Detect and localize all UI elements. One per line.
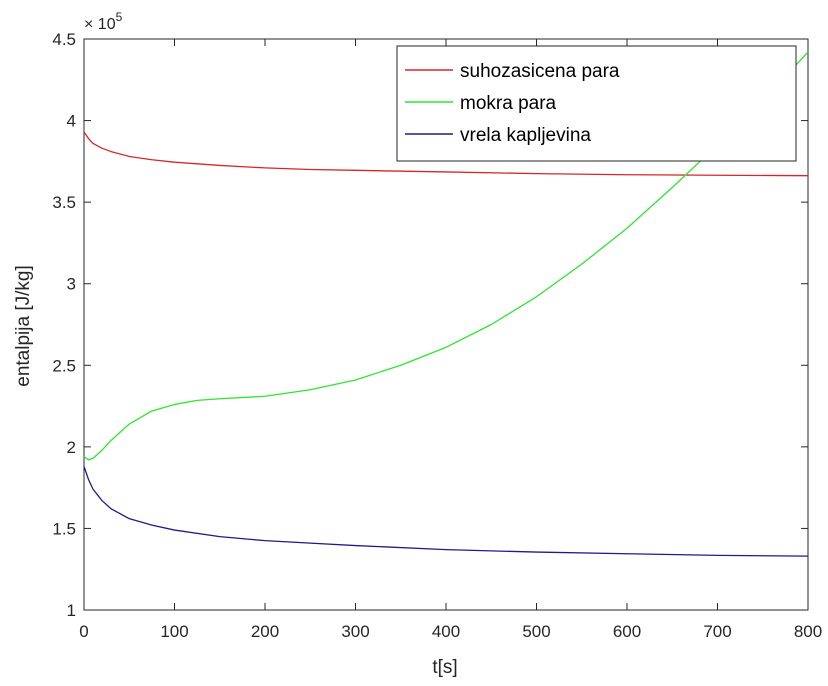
y-tick-label: 4.5 [52, 30, 76, 49]
series-line-suhozasicena-para [83, 131, 809, 177]
y-multiplier-exponent: 5 [116, 10, 123, 24]
y-tick-label: 3 [67, 275, 76, 294]
y-tick-label: 1.5 [52, 519, 76, 538]
y-multiplier-label: × 105 [84, 10, 123, 33]
axis-ticks [83, 38, 809, 611]
x-tick-label: 700 [703, 622, 731, 641]
x-tick-label: 600 [613, 622, 641, 641]
x-tick-label: 200 [251, 622, 279, 641]
y-tick-label: 2 [67, 438, 76, 457]
x-tick-label: 500 [522, 622, 550, 641]
series-lines [83, 51, 809, 557]
y-tick-label: 3.5 [52, 193, 76, 212]
y-tick-label: 4 [67, 112, 76, 131]
x-tick-label: 0 [79, 622, 88, 641]
x-tick-label: 300 [341, 622, 369, 641]
x-tick-label: 100 [160, 622, 188, 641]
x-tick-label: 800 [794, 622, 822, 641]
legend-label: suhozasicena para [460, 61, 620, 82]
x-tick-label: 400 [432, 622, 460, 641]
axis-tick-labels: 0 100 200 300 400 500 600 700 800 1 1.5 2 2.5 3 3.5 4 4.… [52, 30, 822, 641]
y-tick-label: 2.5 [52, 356, 76, 375]
x-axis-title: t[s] [432, 657, 457, 678]
y-axis-title: entalpija [J/kg] [13, 265, 34, 386]
y-tick-label: 1 [67, 601, 76, 620]
legend-box [396, 45, 797, 162]
legend: suhozasicena para mokra para vrela kapljev… [396, 45, 797, 162]
series-line-vrela-kapljevina [83, 466, 809, 557]
series-line-mokra-para [83, 51, 809, 461]
legend-label: vrela kapljevina [460, 125, 591, 146]
legend-label: mokra para [460, 93, 557, 114]
